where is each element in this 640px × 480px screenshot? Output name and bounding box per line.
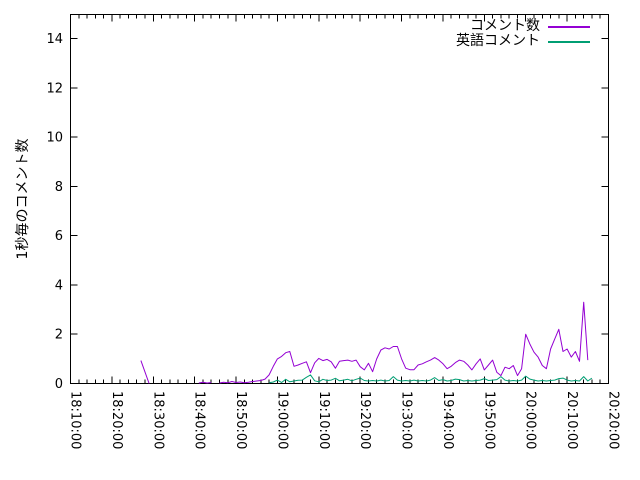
series-line-0 [140, 301, 589, 384]
y-tick-label: 4 [55, 278, 63, 293]
legend-label-comments: コメント数 [470, 18, 540, 34]
legend-line-sample-comments [548, 25, 590, 28]
x-tick-label: 20:20:00 [606, 391, 621, 449]
x-tick-label: 18:10:00 [68, 391, 83, 449]
x-tick-label: 19:20:00 [357, 391, 372, 449]
x-tick-label: 18:20:00 [109, 391, 124, 449]
x-tick-label: 20:10:00 [564, 391, 579, 449]
legend-label-english-comments: 英語コメント [456, 33, 540, 49]
y-tick-label: 8 [55, 180, 63, 195]
legend-item: 英語コメント [456, 34, 590, 49]
x-tick-label: 19:50:00 [481, 391, 496, 449]
y-tick-label: 2 [55, 328, 63, 343]
y-tick-label: 0 [55, 377, 63, 392]
x-tick-label: 19:40:00 [440, 391, 455, 449]
y-tick-label: 10 [46, 131, 63, 146]
legend-line-sample-english-comments [548, 40, 590, 43]
x-tick-label: 20:00:00 [523, 391, 538, 449]
x-tick-label: 19:30:00 [399, 391, 414, 449]
x-tick-label: 19:10:00 [316, 391, 331, 449]
y-tick-label: 6 [55, 229, 63, 244]
legend-item: コメント数 [456, 19, 590, 34]
axes-border-and-ticks [70, 14, 609, 384]
series-line-1 [269, 374, 593, 384]
y-tick-label: 12 [46, 81, 63, 96]
x-tick-label: 18:40:00 [192, 391, 207, 449]
y-axis-title: 1秒毎のコメント数 [15, 138, 31, 260]
y-tick-label: 14 [46, 32, 63, 47]
x-tick-label: 19:00:00 [274, 391, 289, 449]
x-tick-label: 18:50:00 [233, 391, 248, 449]
x-tick-label: 18:30:00 [150, 391, 165, 449]
legend: コメント数 英語コメント [456, 19, 590, 49]
